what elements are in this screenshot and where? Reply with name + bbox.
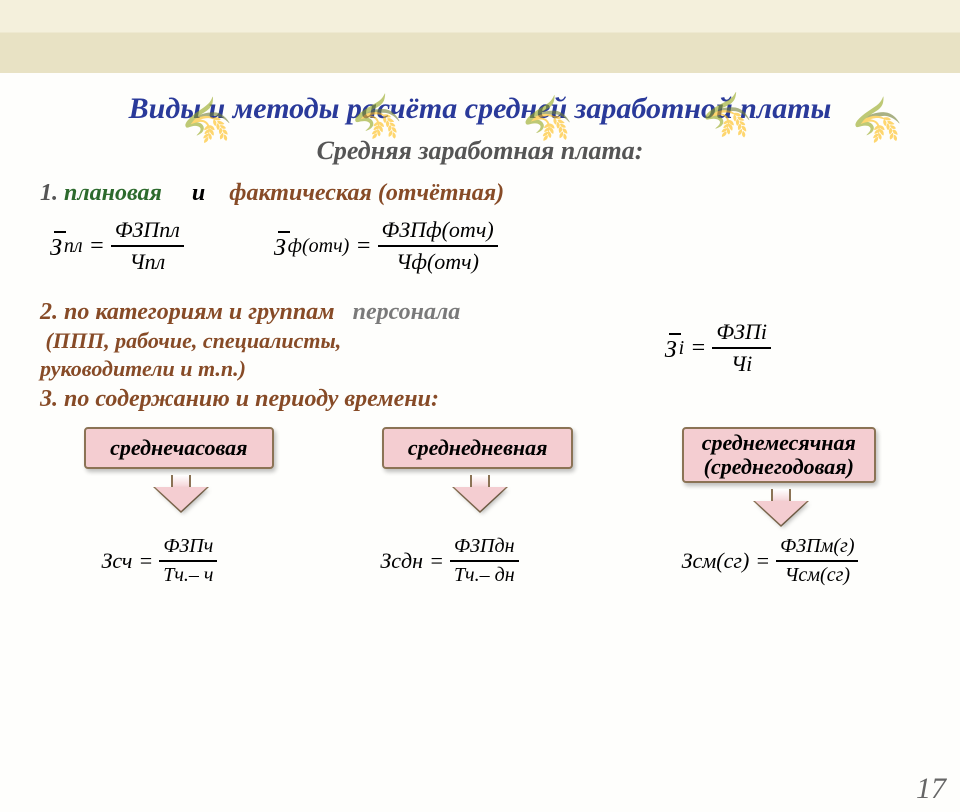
- arrow-down-icon: [149, 475, 209, 517]
- item-2-row: 2. по категориям и группам персонала (ПП…: [0, 299, 960, 382]
- decorative-header: 🌾 🌾 🌾 🌾 🌾: [0, 92, 960, 162]
- arrow-down-icon: [448, 475, 508, 517]
- formula-zsch: Зсч= ФЗПчТч.– ч: [101, 533, 217, 589]
- item-1: 1. плановая и фактическая (отчётная): [0, 180, 960, 207]
- pill-hourly-wrap: среднечасовая: [84, 427, 273, 517]
- formula-zi: Зi = ФЗПiЧi: [665, 317, 771, 379]
- page-number: 17: [916, 772, 946, 806]
- pill-daily: среднедневная: [382, 427, 574, 469]
- pill-hourly: среднечасовая: [84, 427, 273, 469]
- item-1-actual: фактическая (отчётная): [229, 180, 504, 206]
- formula-zf: Зф(отч) = ФЗПф(отч)Чф(отч): [274, 215, 498, 277]
- item-3: 3. по содержанию и периоду времени:: [0, 386, 960, 413]
- formula-zsdn: Зсдн= ФЗПднТч.– дн: [380, 533, 518, 589]
- arrow-down-icon: [749, 489, 809, 531]
- formula-row-1: Зпл = ФЗПплЧпл Зф(отч) = ФЗПф(отч)Чф(отч…: [0, 207, 960, 277]
- item-2-text: 2. по категориям и группам персонала (ПП…: [40, 299, 576, 382]
- formula-zsm: Зсм(сг)= ФЗПм(г)Чсм(сг): [682, 533, 859, 589]
- formula-zi-wrap: Зi = ФЗПiЧi: [576, 317, 920, 379]
- pill-row: среднечасовая среднедневная среднемесячн…: [0, 427, 960, 531]
- pill-monthly-wrap: среднемесячная (среднегодовая): [682, 427, 876, 531]
- pill-daily-wrap: среднедневная: [382, 427, 574, 517]
- item-1-planned: плановая: [64, 180, 162, 206]
- item-1-and: и: [192, 180, 205, 206]
- pill-monthly: среднемесячная (среднегодовая): [682, 427, 876, 483]
- formula-zpl: Зпл = ФЗПплЧпл: [50, 215, 184, 277]
- item-1-number: 1.: [40, 180, 58, 206]
- bottom-formula-row: Зсч= ФЗПчТч.– ч Зсдн= ФЗПднТч.– дн Зсм(с…: [0, 533, 960, 589]
